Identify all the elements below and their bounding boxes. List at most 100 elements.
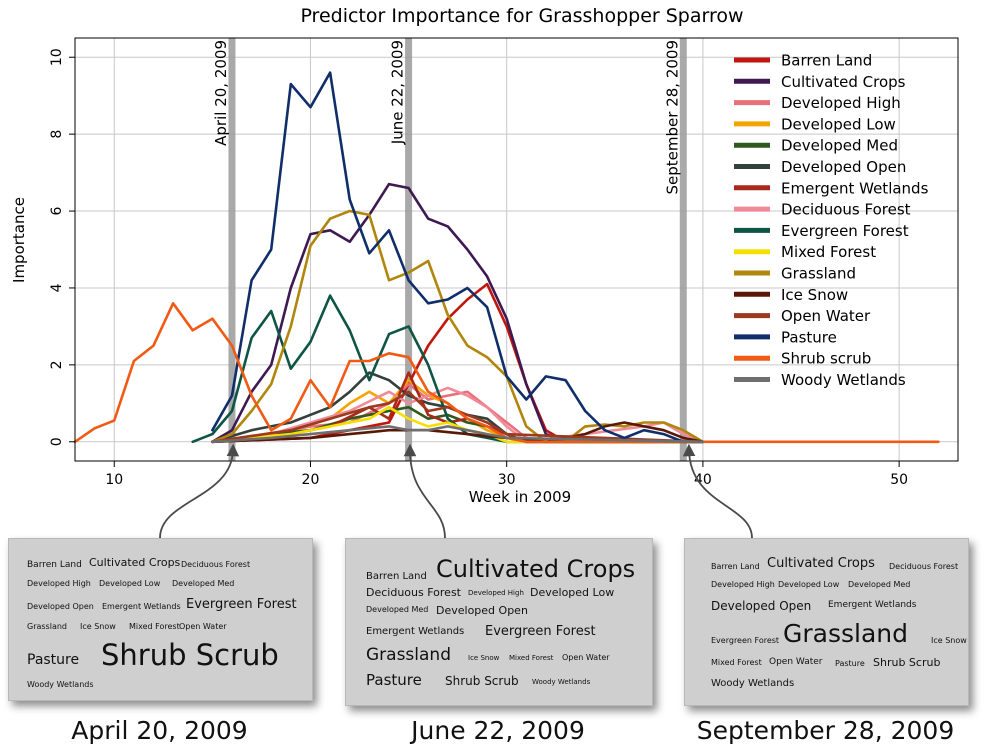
plot-frame	[74, 37, 959, 462]
cloud-word: Shrub Scrub	[873, 656, 941, 669]
cloud-word: Developed Low	[99, 579, 161, 588]
cloud-word: Developed High	[468, 589, 524, 597]
x-tick-label: 20	[302, 472, 320, 488]
series-line-woody-wetlands	[211, 425, 705, 444]
cloud-word: Grassland	[366, 645, 451, 665]
legend-label: Grassland	[781, 265, 856, 283]
cloud-word: Developed Open	[711, 599, 812, 613]
cloud-word: Developed Low	[778, 580, 840, 589]
date-markers: April 20, 2009 June 22, 2009 September 28,…	[212, 38, 687, 461]
y-tick-label: 2	[49, 360, 65, 369]
cloud-word: Developed High	[711, 580, 775, 589]
series-lines	[73, 71, 940, 444]
series-line-evergreen-forest	[191, 294, 705, 444]
legend-label: Woody Wetlands	[781, 371, 906, 389]
cloud-word: Developed Open	[27, 602, 94, 611]
legend: Barren Land Cultivated Crops Developed Hig…	[734, 52, 929, 389]
date-marker-label: June 22, 2009	[389, 40, 407, 145]
legend-label: Developed Open	[781, 158, 906, 176]
cloud-word: Deciduous Forest	[366, 586, 461, 599]
cloud-word: Woody Wetlands	[532, 678, 591, 686]
cloud-word: Mixed Forest	[509, 654, 554, 662]
cloud-word: Open Water	[769, 657, 823, 667]
cloud-word: Evergreen Forest	[711, 636, 780, 645]
legend-label: Ice Snow	[781, 286, 848, 304]
cloud-word: Grassland	[783, 619, 908, 648]
cloud-word: Deciduous Forest	[889, 562, 959, 571]
series-line-open-water	[211, 390, 705, 444]
cloud-word: Mixed Forest	[711, 658, 762, 667]
arrow-april	[159, 443, 240, 539]
cloud-word: Open Water	[562, 653, 610, 662]
cloud-word: Developed Low	[530, 586, 615, 599]
date-marker-label: April 20, 2009	[212, 40, 230, 146]
cloud-word: Emergent Wetlands	[366, 626, 465, 637]
cloud-word: Ice Snow	[80, 622, 116, 631]
series-line-pasture	[211, 71, 705, 444]
callout-arrows	[159, 443, 753, 539]
legend-label: Developed High	[781, 94, 901, 112]
cloud-word: Ice Snow	[468, 654, 500, 662]
y-tick-label: 0	[49, 437, 65, 446]
series-line-shrub-scrub	[73, 301, 940, 444]
legend-label: Deciduous Forest	[781, 201, 911, 219]
cloud-word: Developed High	[27, 579, 91, 588]
cloud-word: Cultivated Crops	[89, 556, 181, 569]
cloud-word: Deciduous Forest	[181, 560, 251, 569]
legend-label: Barren Land	[781, 52, 872, 70]
legend-label: Developed Low	[781, 115, 896, 133]
series-line-cultivated-crops	[211, 182, 705, 444]
x-tick-label: 30	[498, 472, 516, 488]
series-line-grassland	[211, 209, 705, 444]
cloud-word: Cultivated Crops	[767, 556, 875, 571]
cloud-word: Pasture	[366, 671, 422, 689]
cloud-word: Cultivated Crops	[436, 555, 636, 583]
legend-label: Pasture	[781, 328, 837, 346]
cloud-word: Woody Wetlands	[27, 680, 94, 689]
y-tick-label: 6	[49, 207, 65, 216]
legend-label: Cultivated Crops	[781, 73, 906, 91]
cloud-word: Barren Land	[27, 560, 82, 570]
cloud-word: Evergreen Forest	[186, 597, 297, 612]
legend-label: Emergent Wetlands	[781, 179, 929, 197]
series-line-deciduous-forest	[211, 386, 705, 444]
cloud-word: Open Water	[179, 622, 227, 631]
cloud-word: Pasture	[27, 652, 80, 668]
cloud-word: Shrub Scrub	[101, 638, 279, 672]
caption-april: April 20, 2009	[71, 716, 248, 745]
x-tick-label: 10	[105, 472, 123, 488]
cloud-word: Emergent Wetlands	[102, 602, 181, 611]
y-tick-label: 4	[49, 283, 65, 292]
legend-label: Evergreen Forest	[781, 222, 909, 240]
word-cloud-june: Barren Land Cultivated Crops Deciduous For…	[345, 538, 653, 706]
x-tick-label: 50	[890, 472, 908, 488]
word-cloud-september: Barren Land Cultivated Crops Deciduous For…	[684, 538, 969, 706]
chart-title: Predictor Importance for Grasshopper Spa…	[300, 5, 743, 27]
cloud-word: Barren Land	[711, 562, 760, 571]
legend-label: Developed Med	[781, 137, 898, 155]
cloud-word: Mixed Forest	[129, 622, 180, 631]
x-tick-label: 40	[694, 472, 712, 488]
cloud-word: Pasture	[835, 659, 865, 668]
cloud-word: Ice Snow	[931, 636, 967, 645]
arrow-june	[403, 443, 446, 539]
legend-label: Shrub scrub	[781, 350, 871, 368]
x-axis-label: Week in 2009	[469, 488, 571, 506]
cloud-word: Developed Open	[436, 604, 528, 617]
cloud-word: Grassland	[27, 622, 67, 631]
date-marker-label: September 28, 2009	[663, 40, 681, 194]
word-cloud-april: Barren Land Cultivated Crops Deciduous For…	[8, 538, 313, 701]
cloud-word: Emergent Wetlands	[828, 600, 917, 610]
cloud-word: Developed Med	[172, 579, 235, 588]
y-tick-label: 10	[49, 48, 65, 66]
caption-june: June 22, 2009	[411, 716, 585, 745]
y-tick-label: 8	[49, 130, 65, 139]
arrow-september	[682, 443, 753, 539]
cloud-word: Evergreen Forest	[485, 624, 596, 639]
cloud-word: Barren Land	[366, 571, 427, 582]
line-chart: Predictor Importance for Grasshopper Spa…	[10, 5, 959, 539]
caption-september: September 28, 2009	[696, 716, 955, 745]
cloud-word: Shrub Scrub	[445, 674, 519, 688]
legend-label: Open Water	[781, 307, 871, 325]
axis-ticks: 10 20 30 40 50 0 2 4 6 8 10	[49, 48, 908, 488]
